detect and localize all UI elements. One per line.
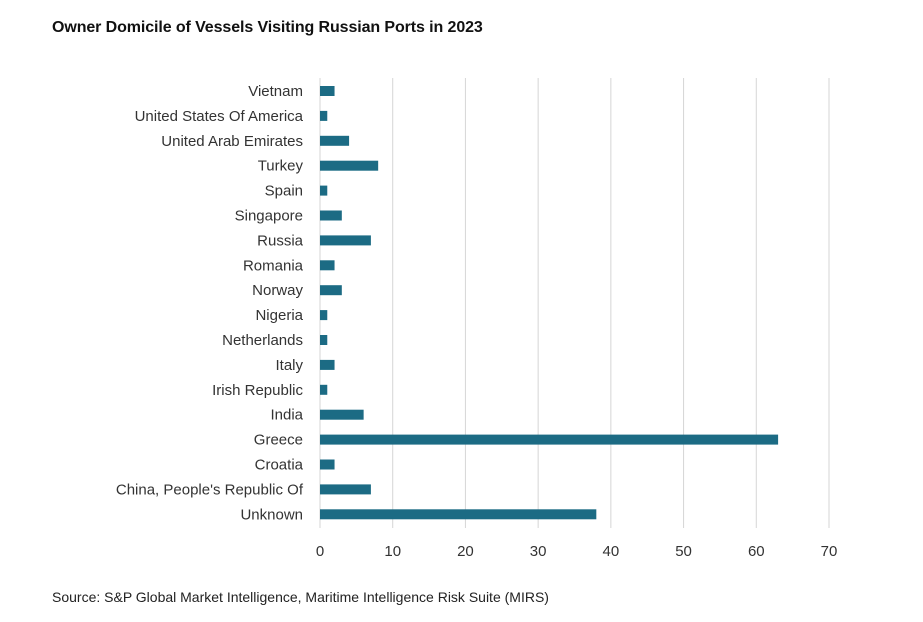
category-labels: Vietnam United States Of America United Ar… [116, 83, 304, 523]
category-label: Greece [254, 432, 303, 449]
bar [320, 384, 328, 395]
x-tick-label: 70 [821, 543, 838, 560]
category-label: Unknown [240, 506, 303, 523]
x-tick-labels: 0 10 20 30 40 50 60 70 [316, 543, 838, 560]
category-label: Nigeria [255, 307, 303, 324]
category-label: Singapore [235, 208, 303, 225]
category-label: United Arab Emirates [161, 133, 303, 150]
source-note: Source: S&P Global Market Intelligence, … [52, 589, 549, 605]
category-label: United States Of America [135, 108, 304, 125]
x-tick-label: 50 [675, 543, 692, 560]
x-tick-label: 30 [530, 543, 547, 560]
x-tick-label: 20 [457, 543, 474, 560]
x-tick-label: 0 [316, 543, 324, 560]
category-label: Romania [243, 257, 304, 274]
x-tick-label: 40 [603, 543, 620, 560]
category-label: Italy [275, 357, 303, 374]
bar [320, 185, 328, 196]
category-label: Vietnam [248, 83, 303, 100]
category-label: Russia [257, 232, 304, 249]
bar [320, 285, 342, 296]
bar [320, 335, 328, 345]
bar [320, 86, 335, 96]
bar [320, 484, 371, 495]
bar [320, 434, 779, 445]
bar [320, 310, 328, 321]
bar [320, 210, 342, 221]
bar [320, 459, 335, 470]
category-label: Irish Republic [212, 382, 303, 399]
bar [320, 135, 350, 146]
bar [320, 110, 328, 121]
bar [320, 509, 597, 520]
category-label: Netherlands [222, 332, 303, 349]
bar [320, 235, 371, 246]
bar [320, 160, 379, 171]
category-label: Spain [265, 183, 303, 200]
category-label: China, People's Republic Of [116, 481, 304, 498]
bar [320, 409, 364, 420]
category-label: Turkey [258, 158, 304, 175]
category-label: Norway [252, 282, 303, 299]
x-tick-label: 60 [748, 543, 765, 560]
grid-lines [319, 78, 830, 528]
chart-title: Owner Domicile of Vessels Visiting Russi… [52, 19, 483, 36]
bar [320, 359, 335, 370]
x-tick-label: 10 [384, 543, 401, 560]
bars [320, 86, 779, 520]
category-label: Croatia [255, 457, 304, 474]
bar [320, 260, 335, 271]
category-label: India [270, 407, 303, 424]
